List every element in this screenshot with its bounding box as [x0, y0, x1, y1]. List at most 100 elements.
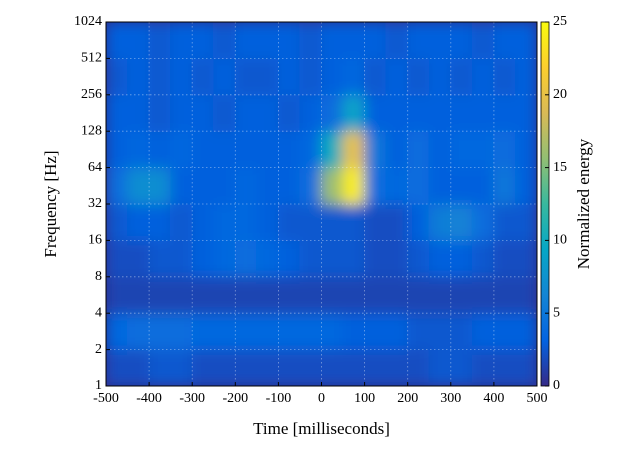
heat-cell	[407, 167, 430, 205]
heat-cell	[385, 349, 409, 386]
heat-cell	[493, 167, 516, 205]
heat-cell	[148, 239, 172, 278]
heat-cell	[471, 57, 495, 96]
heat-cell	[385, 312, 409, 351]
heat-cell	[299, 239, 322, 278]
heat-cell	[191, 276, 215, 314]
heat-cell	[321, 203, 344, 241]
heat-cell	[407, 22, 430, 59]
y-tick-label: 1024	[74, 14, 102, 29]
heat-cell	[299, 349, 322, 386]
heat-cell	[385, 57, 409, 96]
heat-cell	[471, 167, 495, 205]
heat-cell	[148, 57, 172, 96]
heat-cell	[170, 239, 193, 278]
heat-cell	[127, 57, 150, 96]
heat-cell	[170, 203, 193, 241]
heat-cell	[127, 203, 150, 241]
heat-cell	[170, 312, 193, 351]
heat-cell	[514, 312, 537, 351]
y-tick-label: 8	[95, 269, 102, 284]
heat-cell	[514, 94, 537, 132]
heat-cell	[364, 349, 387, 386]
heat-cell	[321, 239, 344, 278]
heat-cell	[277, 167, 301, 205]
heat-cell	[493, 276, 516, 314]
heat-cell	[450, 22, 473, 59]
heat-cell	[342, 276, 366, 314]
heat-cell	[493, 239, 516, 278]
heat-cell	[471, 203, 495, 241]
heat-cell	[342, 203, 366, 241]
heat-cell	[407, 94, 430, 132]
heat-cell	[342, 167, 366, 205]
heat-cell	[148, 167, 172, 205]
heat-cell	[364, 130, 387, 169]
heat-cell	[321, 22, 344, 59]
heat-cell	[385, 276, 409, 314]
heat-cell	[428, 239, 452, 278]
heat-cell	[342, 22, 366, 59]
heat-cell	[256, 312, 279, 351]
heat-cell	[493, 312, 516, 351]
heat-cell	[321, 57, 344, 96]
heat-cell	[277, 203, 301, 241]
heat-cell	[191, 203, 215, 241]
heat-cell	[213, 239, 236, 278]
heat-cell	[213, 130, 236, 169]
x-tick-label: 100	[354, 391, 375, 406]
heat-cell	[277, 130, 301, 169]
heat-cell	[213, 203, 236, 241]
heat-cell	[428, 276, 452, 314]
heat-cell	[256, 239, 279, 278]
heat-cell	[256, 22, 279, 59]
heat-cell	[277, 57, 301, 96]
x-tick-label: -200	[222, 391, 248, 406]
heat-cell	[493, 130, 516, 169]
heat-cell	[299, 57, 322, 96]
colorbar-tick-label: 20	[553, 87, 567, 102]
heat-cell	[471, 130, 495, 169]
heat-cell	[407, 57, 430, 96]
heat-cell	[256, 94, 279, 132]
heat-cell	[299, 22, 322, 59]
x-tick-label: -300	[179, 391, 205, 406]
heat-cell	[342, 94, 366, 132]
axes: -500 -400 -300 -200 -100 0 100 200 300 400 5001248…	[74, 14, 567, 406]
heat-cell	[471, 276, 495, 314]
heat-cell	[148, 130, 172, 169]
heat-cell	[450, 57, 473, 96]
x-tick-label: -500	[93, 391, 119, 406]
x-tick-label: 0	[318, 391, 325, 406]
heat-cell	[321, 130, 344, 169]
y-axis-label: Frequency [Hz]	[41, 150, 60, 257]
heat-cell	[277, 276, 301, 314]
heat-cell	[106, 276, 129, 314]
heat-cell	[256, 203, 279, 241]
heat-cell	[342, 239, 366, 278]
heatmap-cells	[106, 22, 537, 386]
heat-cell	[106, 57, 129, 96]
colorbar-tick-label: 25	[553, 14, 567, 29]
heat-cell	[342, 312, 366, 351]
heat-cell	[213, 312, 236, 351]
heat-cell	[428, 22, 452, 59]
heat-cell	[299, 94, 322, 132]
heat-cell	[493, 203, 516, 241]
heat-cell	[191, 312, 215, 351]
heat-cell	[256, 167, 279, 205]
heat-cell	[191, 130, 215, 169]
x-tick-label: 300	[440, 391, 461, 406]
heat-cell	[471, 94, 495, 132]
heat-cell	[514, 57, 537, 96]
heat-cell	[277, 94, 301, 132]
heat-cell	[471, 22, 495, 59]
heat-cell	[493, 57, 516, 96]
heat-cell	[450, 276, 473, 314]
heat-cell	[385, 203, 409, 241]
heat-cell	[148, 312, 172, 351]
heat-cell	[191, 239, 215, 278]
heat-cell	[170, 57, 193, 96]
heat-cell	[450, 312, 473, 351]
